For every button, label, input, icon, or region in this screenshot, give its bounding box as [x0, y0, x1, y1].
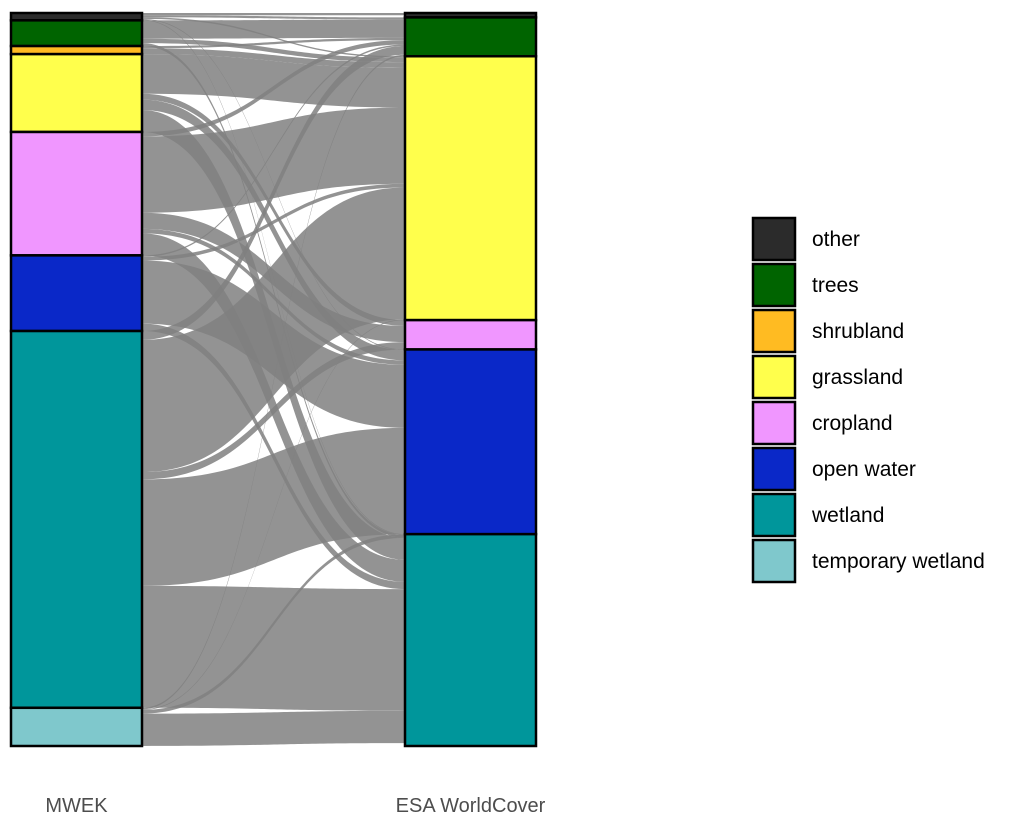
flow-temporary-wetland-to-wetland [142, 710, 405, 746]
flow-temporary-wetland-to-trees [142, 54, 405, 710]
stratum-mwek-wetland [9, 329, 144, 710]
legend-label-open-water: open water [812, 458, 916, 481]
axis-label-mwek: MWEK [45, 795, 108, 817]
legend-label-temporary-wetland: temporary wetland [812, 550, 985, 573]
flow-wetland-to-grassland [142, 187, 405, 473]
legend-swatch-open-water [751, 446, 797, 492]
legend-swatch-trees [751, 262, 797, 308]
flow-wetland-to-open-water [142, 427, 405, 586]
flow-other-to-other [142, 13, 405, 16]
flow-cropland-to-trees [142, 40, 405, 137]
flow-grassland-to-cropland [142, 93, 405, 326]
flow-temporary-wetland-to-open-water [142, 534, 405, 714]
flow-shrubland-to-grassland [142, 48, 405, 68]
flow-other-to-trees [142, 15, 405, 20]
flow-temporary-wetland-to-grassland [142, 319, 405, 711]
stratum-esa-worldcover-open-water [403, 348, 538, 536]
flow-wetland-to-cropland [142, 342, 405, 480]
legend: other trees shrubland grassland cropland open… [751, 216, 985, 584]
stratum-esa-worldcover-wetland [403, 532, 538, 748]
legend-swatch-shrubland [751, 308, 797, 354]
flow-shrubland-to-trees [142, 37, 405, 49]
legend-item-shrubland: shrubland [751, 308, 904, 354]
legend-label-cropland: cropland [812, 412, 893, 435]
stratum-mwek-temporary-wetland [9, 706, 144, 748]
flows-layer [142, 13, 405, 746]
axis-labels: MWEK ESA WorldCover [45, 795, 545, 817]
legend-item-temporary-wetland: temporary wetland [751, 538, 985, 584]
legend-item-grassland: grassland [751, 354, 903, 400]
flow-open-water-to-grassland [142, 183, 405, 261]
stratum-esa-worldcover-grassland [403, 54, 538, 322]
stratum-mwek-cropland [9, 130, 144, 257]
flow-grassland-to-open-water [142, 99, 405, 361]
legend-swatch-grassland [751, 354, 797, 400]
stratum-esa-worldcover-trees [403, 16, 538, 58]
legend-swatch-temporary-wetland [751, 538, 797, 584]
stratum-mwek-grassland [9, 52, 144, 134]
legend-item-wetland: wetland [751, 492, 884, 538]
legend-label-other: other [812, 228, 860, 251]
strata-layer [9, 11, 538, 748]
flow-wetland-to-trees [142, 45, 405, 340]
flow-open-water-to-trees [142, 44, 405, 257]
legend-label-grassland: grassland [812, 366, 903, 389]
flow-trees-to-trees [142, 19, 405, 39]
legend-swatch-wetland [751, 492, 797, 538]
legend-item-other: other [751, 216, 860, 262]
legend-swatch-cropland [751, 400, 797, 446]
stratum-mwek-open-water [9, 254, 144, 333]
legend-swatch-other [751, 216, 797, 262]
stratum-mwek-trees [9, 19, 144, 48]
axis-label-esa-worldcover: ESA WorldCover [396, 795, 546, 817]
stratum-esa-worldcover-cropland [403, 318, 538, 351]
legend-label-trees: trees [812, 274, 859, 297]
legend-label-wetland: wetland [811, 504, 884, 527]
flow-wetland-to-wetland [142, 585, 405, 711]
legend-item-trees: trees [751, 262, 859, 308]
flow-trees-to-grassland [142, 38, 405, 63]
legend-label-shrubland: shrubland [812, 320, 904, 343]
legend-item-cropland: cropland [751, 400, 893, 446]
legend-item-open-water: open water [751, 446, 916, 492]
flow-cropland-to-grassland [142, 107, 405, 213]
